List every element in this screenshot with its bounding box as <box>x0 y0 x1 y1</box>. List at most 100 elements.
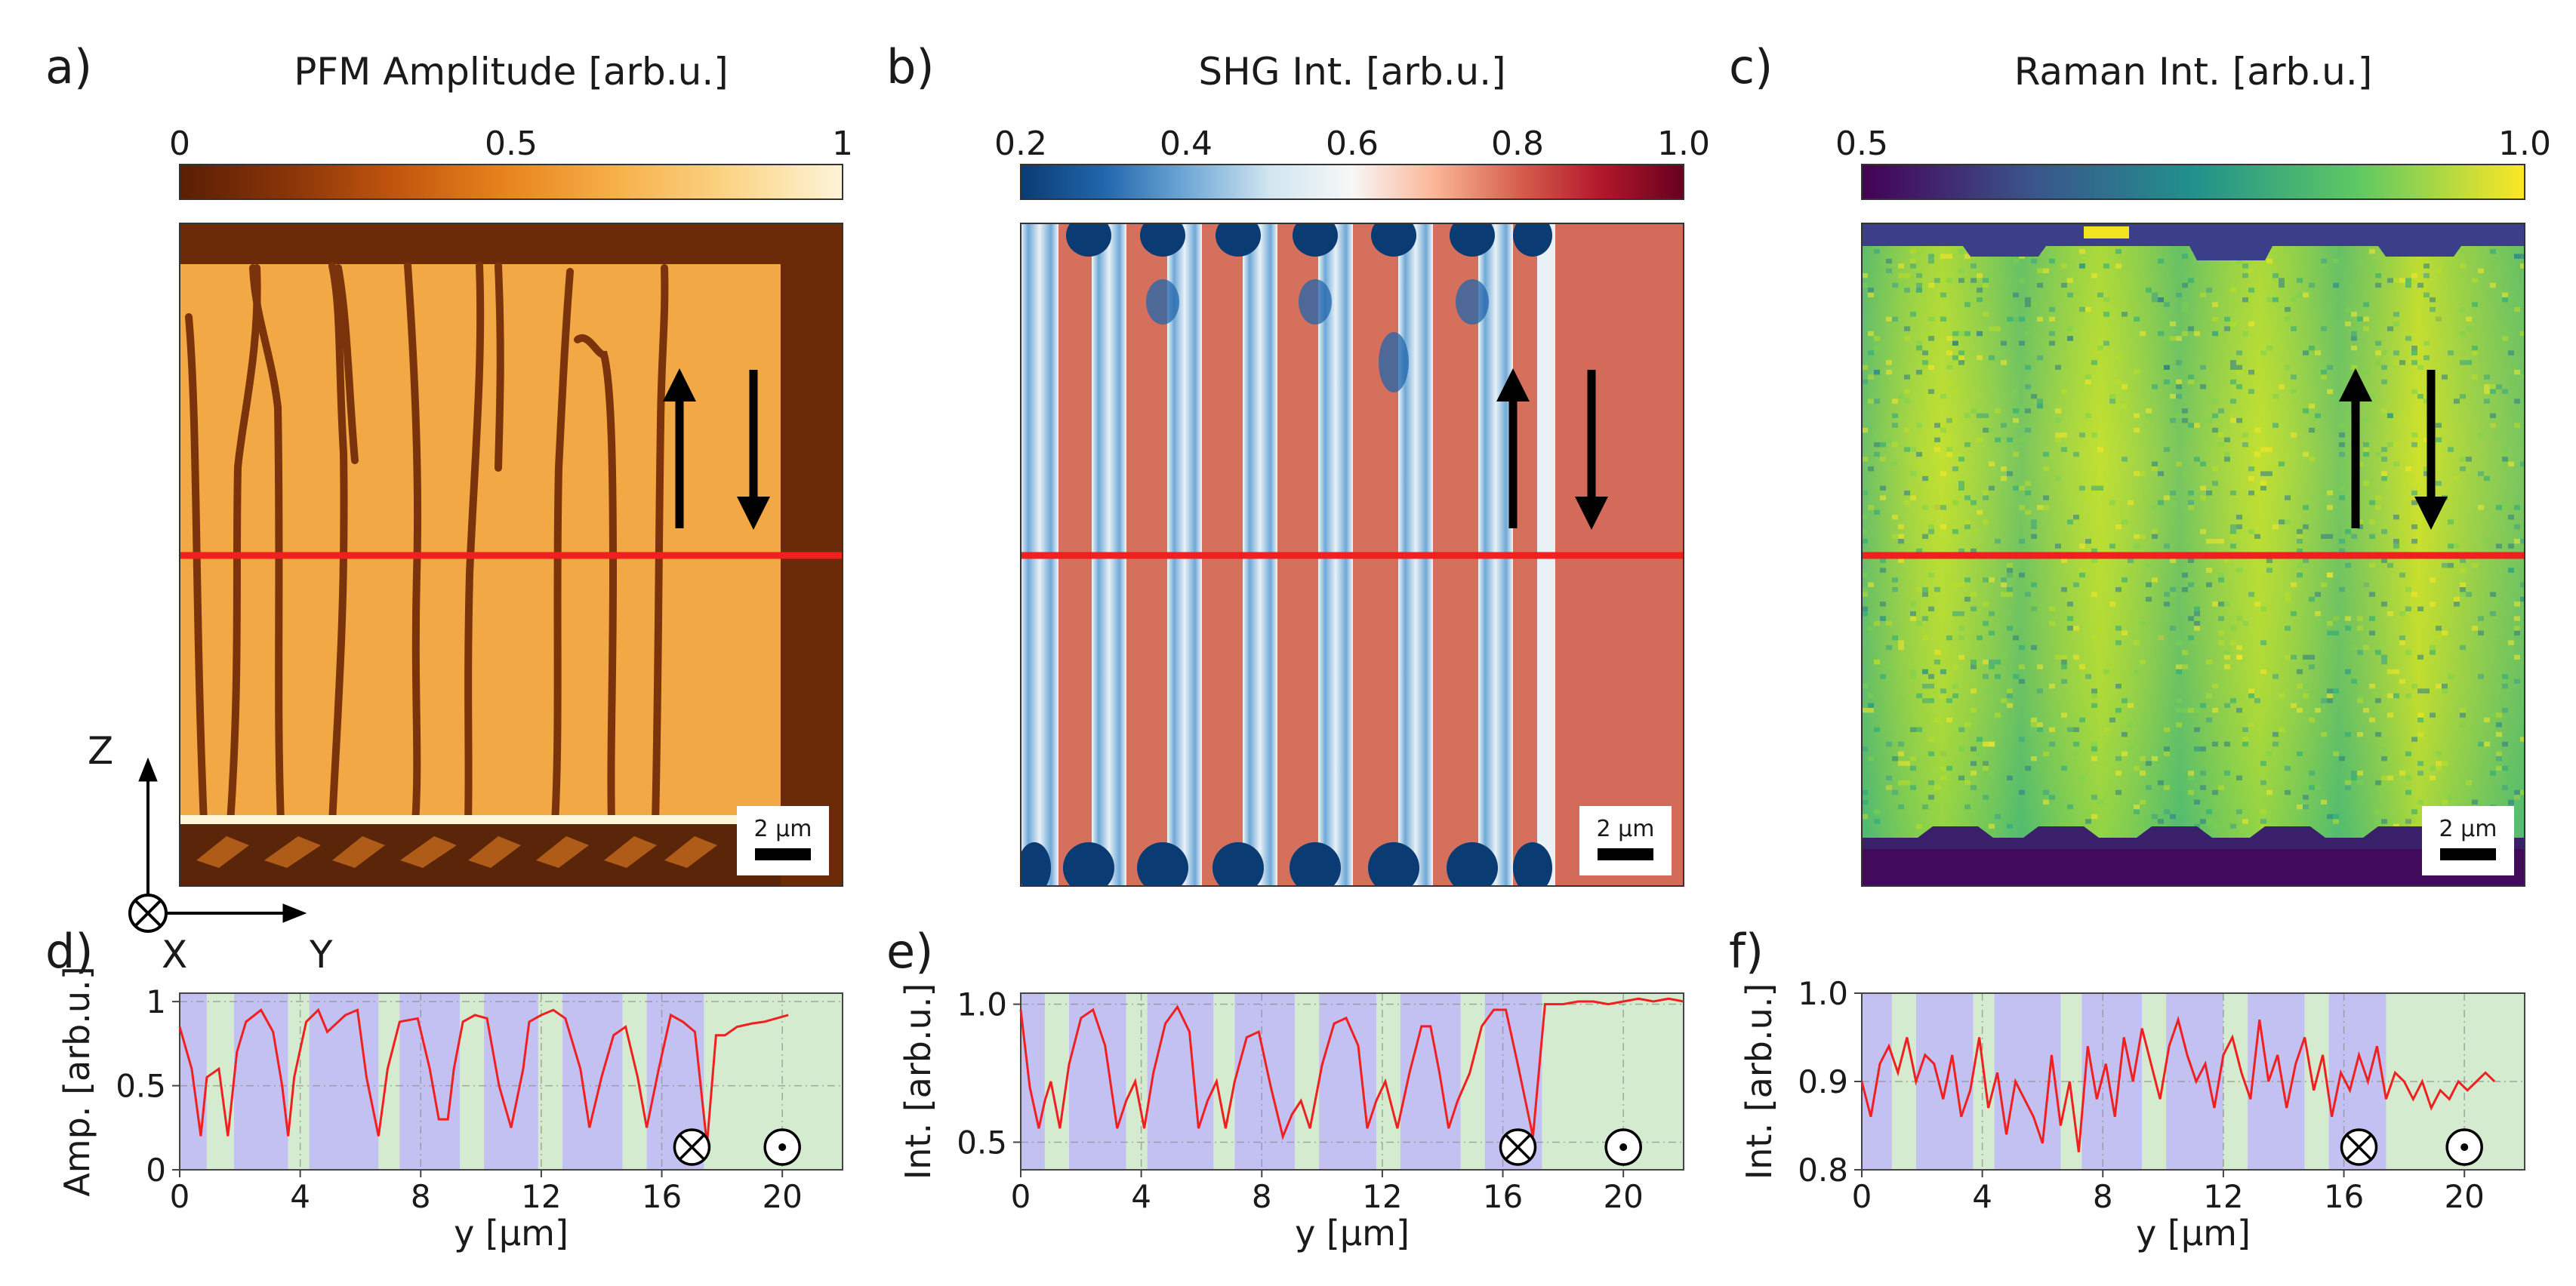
panel-b-tick-4: 1.0 <box>1657 125 1710 163</box>
panel-b-colorbar <box>1020 164 1684 200</box>
x-tick-label: 0 <box>170 1178 190 1215</box>
x-tick-label: 16 <box>2324 1178 2364 1215</box>
domain-band <box>1460 993 1485 1170</box>
x-tick-label: 4 <box>290 1178 310 1215</box>
panel-b-tick-0: 0.2 <box>994 125 1047 163</box>
x-tick-label: 20 <box>2444 1178 2484 1215</box>
panel-f-letter: f) <box>1729 924 1764 979</box>
y-tick-label: 0.5 <box>116 1068 166 1105</box>
axis-x-label: X <box>162 933 187 977</box>
axis-y-label: Y <box>309 933 333 977</box>
panel-d-letter: d) <box>45 924 94 979</box>
svg-text:2 µm: 2 µm <box>754 816 812 842</box>
y-tick-label: 1.0 <box>957 986 1007 1023</box>
into-page-marker-icon <box>673 1128 711 1166</box>
panel-c-colorbar-title: Raman Int. [arb.u.] <box>2014 50 2372 94</box>
panel-a-letter: a) <box>45 39 92 94</box>
panel-c-letter: c) <box>1729 39 1773 94</box>
panel-a-tick-1: 0.5 <box>485 125 538 163</box>
panel-a-colorbar <box>179 164 843 200</box>
y-tick-label: 1.0 <box>1798 975 1848 1012</box>
axis-z-label: Z <box>88 729 113 773</box>
x-tick-label: 8 <box>2093 1178 2113 1215</box>
x-tick-label: 12 <box>521 1178 561 1215</box>
panel-e-letter: e) <box>886 924 933 979</box>
domain-band <box>562 993 623 1170</box>
x-tick-label: 8 <box>1252 1178 1272 1215</box>
profile-series-line <box>1860 1015 2496 1152</box>
domain-band <box>233 993 288 1170</box>
panel-b-tick-2: 0.6 <box>1326 125 1379 163</box>
panel-a-scale-bar: 2 µm <box>737 806 829 875</box>
domain-band <box>460 993 485 1170</box>
domain-band <box>538 993 562 1170</box>
x-axis-label: y [µm] <box>454 1213 569 1254</box>
panel-b-colorbar-title: SHG Int. [arb.u.] <box>1198 50 1505 94</box>
domain-band <box>399 993 461 1170</box>
y-axis-label: Int. [arb.u.] <box>1739 983 1779 1180</box>
y-tick-label: 0 <box>146 1152 166 1189</box>
x-tick-label: 20 <box>762 1178 802 1215</box>
into-page-marker-icon <box>2340 1128 2378 1166</box>
panel-a-tick-0: 0 <box>169 125 190 163</box>
x-tick-label: 20 <box>1603 1178 1643 1215</box>
domain-band <box>484 993 538 1170</box>
x-tick-label: 16 <box>1483 1178 1523 1215</box>
y-tick-label: 0.9 <box>1798 1063 1848 1100</box>
panel-b: b) SHG Int. [arb.u.] 0.2 0.4 0.6 0.8 1.0 <box>886 39 1710 887</box>
out-of-page-marker-icon <box>1604 1128 1642 1166</box>
svg-text:2 µm: 2 µm <box>1597 816 1655 842</box>
domain-band <box>1147 993 1214 1170</box>
panel-c-scale-bar: 2 µm <box>2422 806 2514 875</box>
domain-band <box>288 993 310 1170</box>
x-tick-label: 4 <box>1131 1178 1151 1215</box>
profile-series-line <box>1019 997 1684 1140</box>
panel-b-letter: b) <box>886 39 935 94</box>
profile-chart-d: 0 4 8 12 16 20 0 0.5 1 y [µm] Amp. [arb.u.] <box>57 966 843 1254</box>
x-tick-label: 4 <box>1972 1178 1992 1215</box>
profile-series-line <box>178 1008 789 1145</box>
plot-frame <box>179 992 843 1171</box>
panel-b-tick-3: 0.8 <box>1491 125 1544 163</box>
y-tick-label: 1 <box>146 983 166 1020</box>
y-axis-label: Amp. [arb.u.] <box>57 966 97 1196</box>
panel-c: c) Raman Int. [arb.u.] 0.5 1.0 2 µm <box>1729 39 2551 887</box>
panel-a-image <box>180 223 843 886</box>
panel-a-tick-2: 1 <box>832 125 853 163</box>
panel-b-image <box>1021 223 1684 886</box>
domain-band <box>1126 993 1148 1170</box>
profile-chart-e: 0 4 8 12 16 20 0.5 1.0 y [µm] Int. [arb.u.] <box>898 983 1684 1254</box>
domain-band <box>378 993 400 1170</box>
panel-b-scale-bar: 2 µm <box>1579 806 1672 875</box>
y-axis-label: Int. [arb.u.] <box>898 983 938 1180</box>
domain-band <box>622 993 647 1170</box>
panel-c-tick-0: 0.5 <box>1835 125 1888 163</box>
x-tick-label: 0 <box>1852 1178 1872 1215</box>
coordinate-axes: Z X Y <box>88 729 333 977</box>
x-tick-label: 12 <box>2203 1178 2243 1215</box>
svg-text:2 µm: 2 µm <box>2439 816 2497 842</box>
domain-band <box>1400 993 1461 1170</box>
panel-b-tick-1: 0.4 <box>1160 125 1213 163</box>
panel-a: a) PFM Amplitude [arb.u.] 0 0.5 1 <box>45 39 853 977</box>
x-tick-label: 8 <box>411 1178 431 1215</box>
x-axis-label: y [µm] <box>2136 1213 2251 1254</box>
domain-band <box>1044 993 1069 1170</box>
panel-c-tick-1: 1.0 <box>2498 125 2551 163</box>
out-of-page-marker-icon <box>2445 1128 2483 1166</box>
plot-frame <box>1020 992 1684 1171</box>
x-tick-label: 16 <box>642 1178 682 1215</box>
domain-band <box>1021 993 1045 1170</box>
domain-band <box>1376 993 1400 1170</box>
x-tick-label: 12 <box>1362 1178 1402 1215</box>
panel-a-colorbar-title: PFM Amplitude [arb.u.] <box>294 50 729 94</box>
profile-chart-f: 0 4 8 12 16 20 0.8 0.9 1.0 y [µm] Int. [arb.u.] <box>1739 975 2525 1254</box>
domain-band <box>1234 993 1296 1170</box>
x-tick-label: 0 <box>1011 1178 1031 1215</box>
domain-band <box>1295 993 1320 1170</box>
panel-c-colorbar <box>1861 164 2525 200</box>
panel-c-image <box>1862 223 2525 886</box>
out-of-page-marker-icon <box>763 1128 801 1166</box>
y-tick-label: 0.8 <box>1798 1152 1848 1189</box>
